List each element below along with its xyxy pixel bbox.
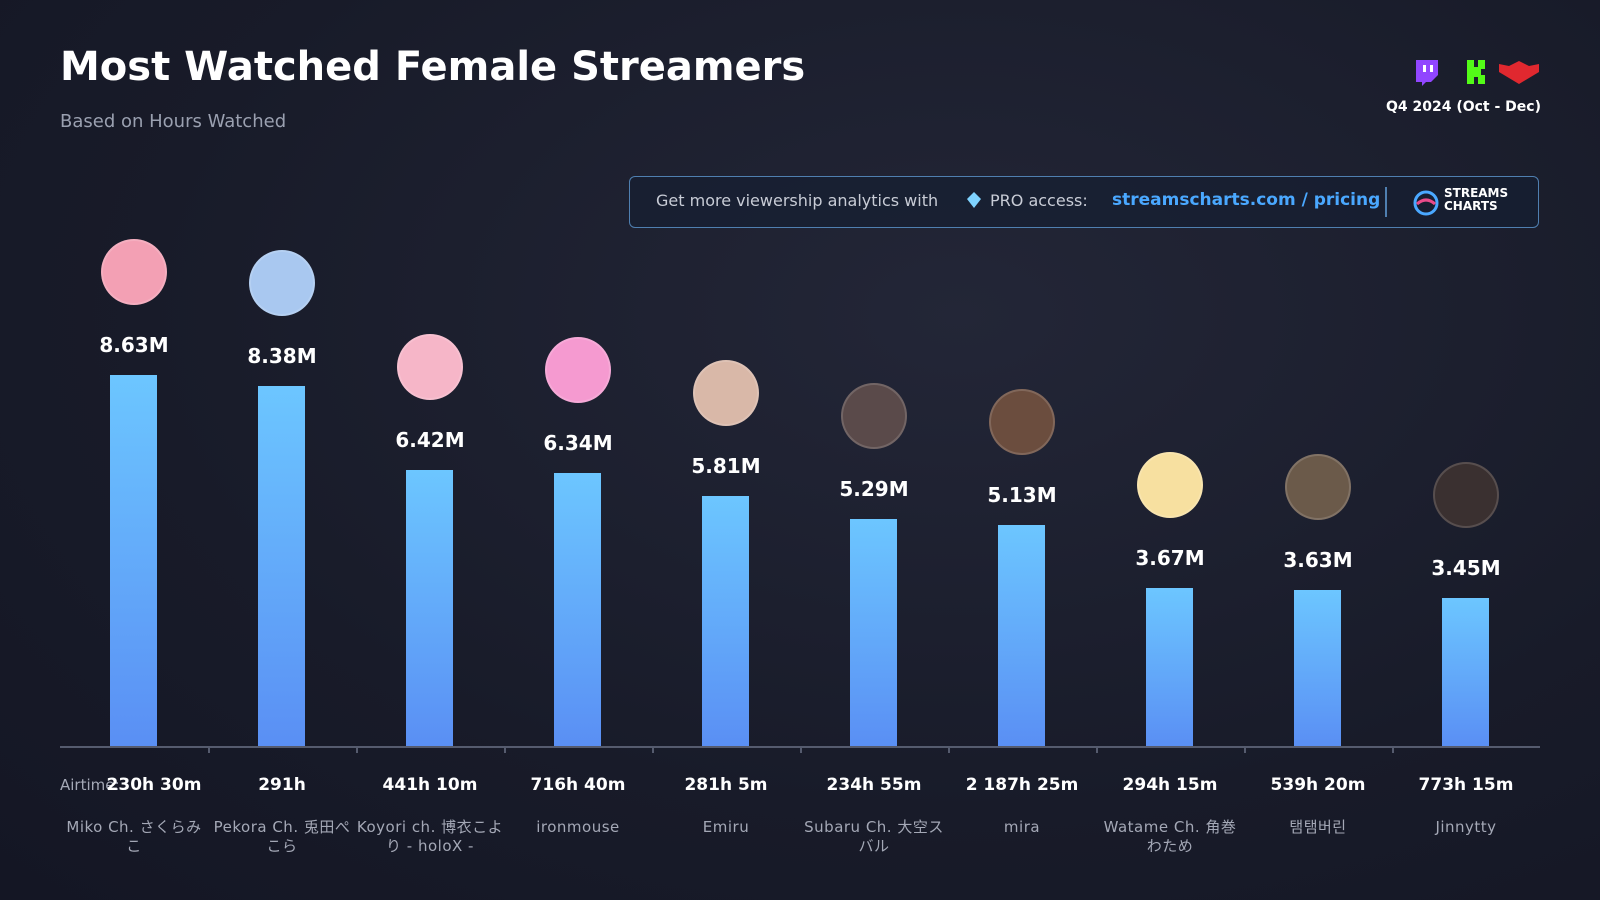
promo-pro: PRO access: xyxy=(990,191,1088,210)
x-tick-label: 탬탬버린 xyxy=(1289,818,1347,836)
value-label: 3.45M xyxy=(1431,555,1501,580)
avatar xyxy=(989,389,1055,456)
airtime: 441h 10m xyxy=(382,775,478,795)
chart-subtitle: Based on Hours Watched xyxy=(60,111,287,132)
platform-icons xyxy=(1416,60,1539,86)
airtime: 2 187h 25m xyxy=(965,775,1079,795)
x-tick-label: Subaru Ch. 大空スバル xyxy=(804,818,944,855)
brand-line: STREAMS xyxy=(1444,186,1509,200)
chart-title: Most Watched Female Streamers xyxy=(60,44,806,90)
bar xyxy=(554,473,601,746)
axis-tick xyxy=(1244,746,1246,753)
airtime: 294h 15m xyxy=(1122,775,1218,795)
avatar xyxy=(397,333,463,400)
value-label: 5.13M xyxy=(987,483,1057,508)
value-label: 6.42M xyxy=(395,427,465,452)
value-label: 8.38M xyxy=(247,343,317,368)
axis-tick xyxy=(652,746,654,753)
avatar xyxy=(545,337,611,404)
value-label: 6.34M xyxy=(543,431,613,456)
airtime: 281h 5m xyxy=(684,775,768,795)
bar xyxy=(110,374,157,746)
x-tick-label: mira xyxy=(1003,818,1041,836)
x-tick-label: Jinnytty xyxy=(1435,818,1497,836)
axis-tick xyxy=(1392,746,1394,753)
x-tick-label: Miko Ch. さくらみこ xyxy=(66,818,202,855)
airtime: 230h 30m xyxy=(106,775,202,795)
airtime: 716h 40m xyxy=(530,775,626,795)
bar xyxy=(1146,588,1193,746)
avatar xyxy=(693,360,759,427)
brand-logo xyxy=(1413,190,1439,216)
value-label: 3.63M xyxy=(1283,547,1353,572)
bar xyxy=(406,469,453,746)
avatar xyxy=(1285,453,1351,520)
value-label: 5.29M xyxy=(839,476,909,501)
promo-banner: Get more viewership analytics with PRO a… xyxy=(629,176,1539,228)
axis-tick xyxy=(208,746,210,753)
promo-text: Get more viewership analytics with xyxy=(656,191,939,210)
axis-tick xyxy=(1096,746,1098,753)
airtime: 539h 20m xyxy=(1270,775,1366,795)
x-tick-label: Watame Ch. 角巻わため xyxy=(1103,818,1237,855)
bar xyxy=(1294,589,1341,746)
x-tick-label: Pekora Ch. 兎田ぺこら xyxy=(213,818,351,855)
x-tick-label: Koyori ch. 博衣こより - holoX - xyxy=(356,818,504,855)
bar xyxy=(850,518,897,746)
divider xyxy=(1385,187,1387,217)
avatar xyxy=(1433,461,1499,528)
promo-link[interactable]: streamscharts.com / pricing xyxy=(1112,190,1381,210)
axis-tick xyxy=(948,746,950,753)
period: Q4 2024 (Oct - Dec) xyxy=(1385,99,1541,115)
avatar xyxy=(1137,452,1203,519)
value-label: 5.81M xyxy=(691,454,761,479)
airtime: 291h xyxy=(258,775,306,795)
brand-line: CHARTS xyxy=(1444,199,1498,213)
airtime: 773h 15m xyxy=(1418,775,1514,795)
value-label: 3.67M xyxy=(1135,546,1205,571)
bar xyxy=(702,496,749,746)
bar xyxy=(998,525,1045,746)
axis-tick xyxy=(800,746,802,753)
avatar xyxy=(249,249,315,316)
diamond-icon xyxy=(967,192,981,208)
axis-tick xyxy=(504,746,506,753)
x-tick-label: ironmouse xyxy=(536,818,620,836)
bar xyxy=(258,385,305,746)
airtime-label: Airtime: xyxy=(60,776,120,794)
value-label: 8.63M xyxy=(99,332,169,357)
avatar xyxy=(101,238,167,305)
x-tick-label: Emiru xyxy=(702,818,750,836)
avatar xyxy=(841,382,907,449)
axis-tick xyxy=(356,746,358,753)
airtime: 234h 55m xyxy=(826,775,922,795)
bar xyxy=(1442,597,1489,746)
